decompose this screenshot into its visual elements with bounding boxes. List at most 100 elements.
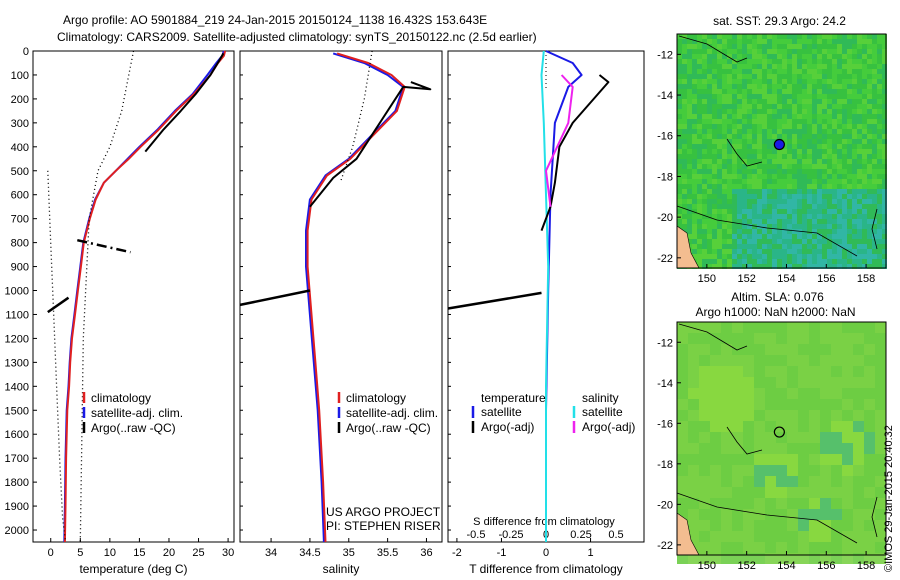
map-cell <box>792 174 797 179</box>
map-cell <box>699 355 710 366</box>
map-cell <box>776 410 787 421</box>
map-cell <box>754 355 765 366</box>
map-cell <box>721 399 732 410</box>
map-cell <box>692 154 697 159</box>
map-cell <box>722 124 727 129</box>
map-cell <box>692 44 697 49</box>
map-cell <box>842 410 853 421</box>
map-cell <box>688 333 699 344</box>
map-cell <box>792 49 797 54</box>
map-cell <box>862 54 867 59</box>
map-cell <box>747 149 752 154</box>
map-cell <box>747 174 752 179</box>
map-cell <box>802 154 807 159</box>
map-cell <box>752 39 757 44</box>
x-tick-label: 30 <box>222 547 234 559</box>
map-cell <box>721 377 732 388</box>
map-cell <box>717 149 722 154</box>
map-cell <box>847 144 852 149</box>
map-cell <box>772 184 777 189</box>
map-cell <box>777 159 782 164</box>
map-cell <box>882 204 887 209</box>
map-cell <box>727 214 732 219</box>
map-cell <box>832 149 837 154</box>
map-cell <box>812 189 817 194</box>
map-cell <box>772 234 777 239</box>
map-cell <box>732 531 743 542</box>
map-cell <box>702 164 707 169</box>
map-cell <box>699 443 710 454</box>
map-cell <box>857 134 862 139</box>
map-cell <box>765 333 776 344</box>
map-cell <box>837 84 842 89</box>
map-cell <box>762 224 767 229</box>
map-cell <box>872 144 877 149</box>
map-cell <box>687 184 692 189</box>
map-cell <box>752 104 757 109</box>
map-cell <box>812 109 817 114</box>
map-cell <box>772 164 777 169</box>
map-cell <box>727 149 732 154</box>
map-cell <box>831 542 842 553</box>
map-cell <box>867 214 872 219</box>
map-cell <box>757 79 762 84</box>
map-cell <box>812 149 817 154</box>
map-cell <box>875 465 886 476</box>
y-tick-label: 700 <box>11 214 29 226</box>
map-cell <box>822 69 827 74</box>
map-cell <box>807 224 812 229</box>
map-cell <box>877 249 882 254</box>
map-cell <box>677 149 682 154</box>
map-cell <box>832 99 837 104</box>
map-cell <box>809 465 820 476</box>
map-cell <box>842 520 853 531</box>
map-cell <box>752 109 757 114</box>
map-cell <box>687 219 692 224</box>
map-cell <box>699 531 710 542</box>
map-cell <box>712 244 717 249</box>
map-cell <box>699 366 710 377</box>
map-cell <box>853 355 864 366</box>
map-cell <box>877 54 882 59</box>
map-cell <box>782 239 787 244</box>
map-cell <box>820 399 831 410</box>
map-cell <box>727 179 732 184</box>
map-cell <box>692 104 697 109</box>
map-cell <box>776 377 787 388</box>
map-cell <box>787 119 792 124</box>
map-y-tick-label: -16 <box>657 131 673 143</box>
map-cell <box>837 74 842 79</box>
map-cell <box>831 333 842 344</box>
map-cell <box>767 99 772 104</box>
map-cell <box>872 89 877 94</box>
map-cell <box>772 139 777 144</box>
map-cell <box>687 44 692 49</box>
map-cell <box>697 114 702 119</box>
map-cell <box>832 54 837 59</box>
map-cell <box>867 44 872 49</box>
map-cell <box>767 249 772 254</box>
map-cell <box>767 114 772 119</box>
map-cell <box>677 366 688 377</box>
map-cell <box>797 239 802 244</box>
map-cell <box>832 34 837 39</box>
map-cell <box>837 164 842 169</box>
map-cell <box>747 49 752 54</box>
map-cell <box>857 244 862 249</box>
map-cell <box>712 39 717 44</box>
map-cell <box>827 119 832 124</box>
map-cell <box>722 239 727 244</box>
map-cell <box>827 39 832 44</box>
map-cell <box>712 74 717 79</box>
map-cell <box>852 59 857 64</box>
map-x-tick-label: 150 <box>698 560 716 572</box>
map-cell <box>837 44 842 49</box>
y-tick-label: 400 <box>11 142 29 154</box>
y-tick-label: 1600 <box>5 429 29 441</box>
map-cell <box>877 64 882 69</box>
map-cell <box>712 49 717 54</box>
map-cell <box>882 99 887 104</box>
map-cell <box>875 399 886 410</box>
map-cell <box>702 154 707 159</box>
map-cell <box>772 74 777 79</box>
